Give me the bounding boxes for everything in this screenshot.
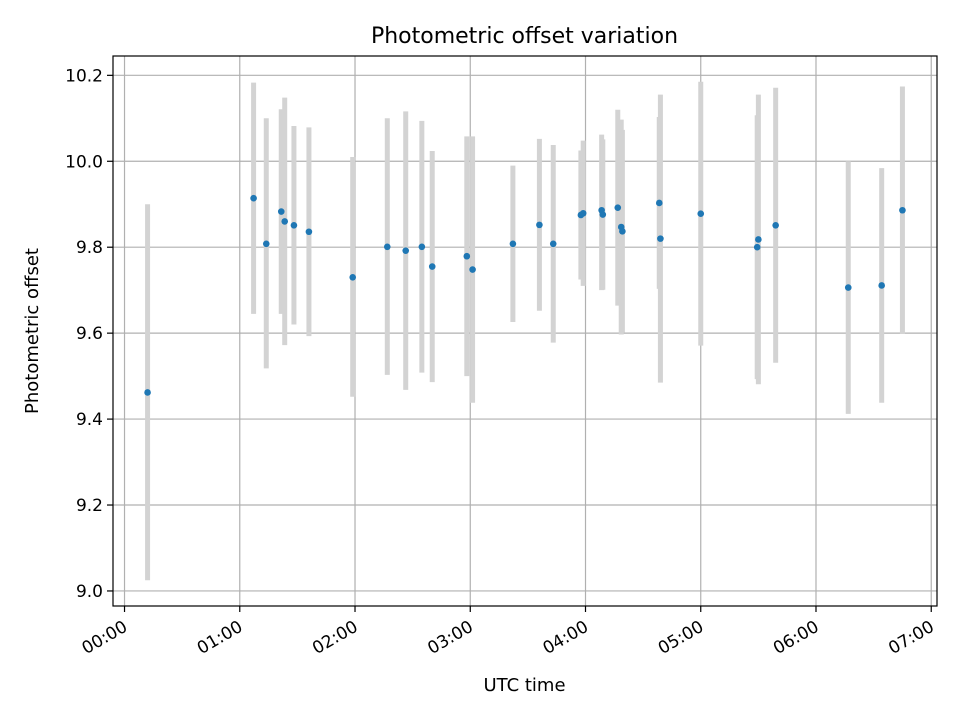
data-point [549,240,557,248]
data-point [619,228,626,235]
data-point [657,235,664,242]
data-point [772,221,779,229]
y-tick-label: 9.2 [76,496,103,516]
data-point [383,243,391,251]
data-point [262,240,270,248]
data-point [599,211,607,218]
y-tick-label: 9.6 [76,324,103,344]
data-point [250,194,257,202]
data-point [755,236,762,243]
y-axis-label: Photometric offset [22,248,43,414]
y-tick-label: 10.2 [65,66,103,86]
data-point [844,284,852,291]
data-point [753,243,761,251]
data-points [144,194,906,396]
y-tick-label: 9.8 [76,238,103,258]
y-tick-label: 10.0 [65,152,103,172]
data-point [655,199,663,207]
data-point [144,389,151,396]
chart-title: Photometric offset variation [371,24,678,49]
data-point [469,266,476,273]
plot-frame [112,55,938,607]
data-point [697,210,705,217]
data-point [402,247,410,254]
y-tick-label: 9.0 [76,582,103,602]
data-point [418,243,426,251]
data-point [614,204,622,211]
data-point [878,282,885,289]
x-axis-label: UTC time [483,675,565,696]
y-tick-label: 9.4 [76,410,103,430]
data-point [536,221,543,229]
data-point [463,252,471,260]
data-point [305,228,313,236]
data-point [277,208,285,215]
data-point [579,209,587,217]
data-point [281,218,289,225]
grid-lines [113,56,937,606]
data-point [428,263,436,270]
data-point [349,273,357,281]
data-point [509,240,517,248]
data-point [290,221,298,229]
data-point [899,206,906,214]
